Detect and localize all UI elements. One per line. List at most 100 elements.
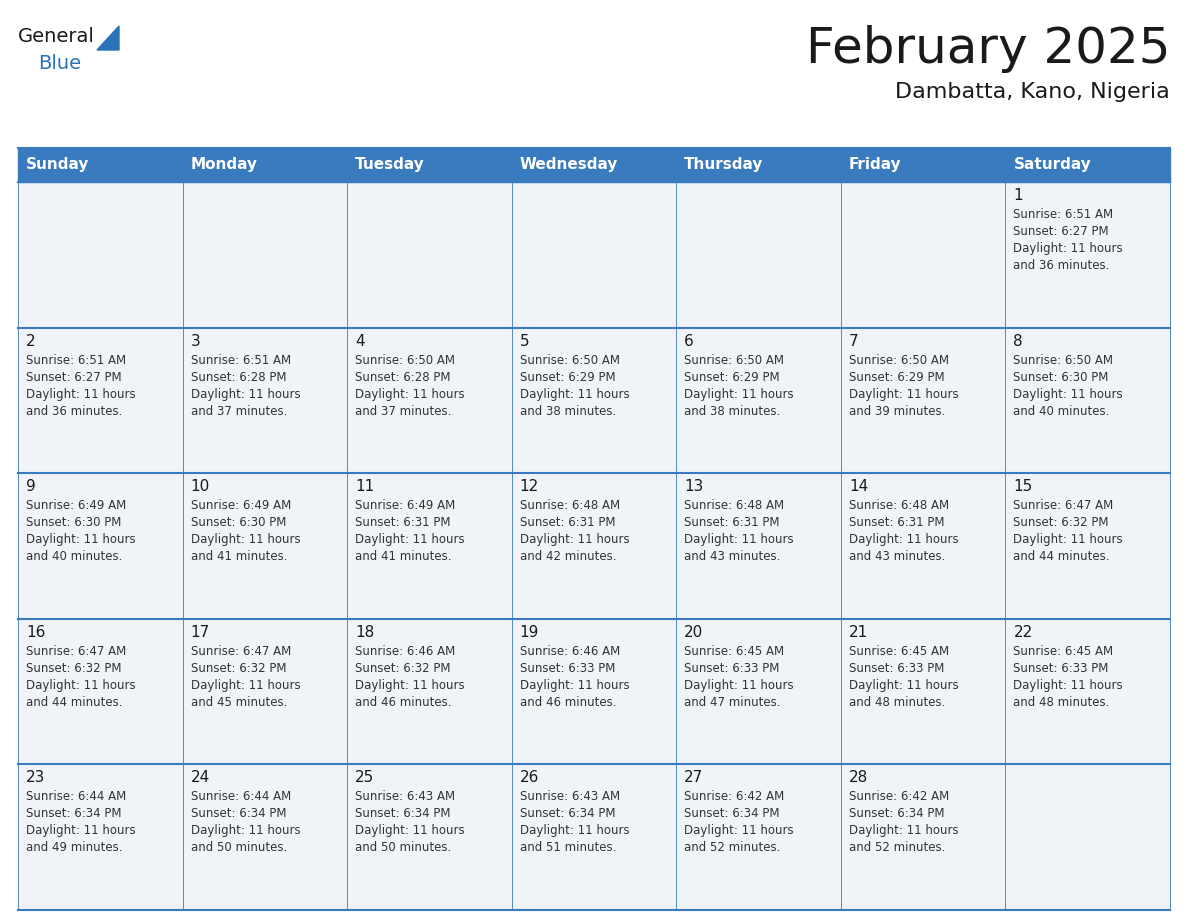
Bar: [676, 765, 841, 910]
Bar: [18, 473, 183, 619]
Text: Daylight: 11 hours: Daylight: 11 hours: [26, 678, 135, 692]
Text: 28: 28: [849, 770, 868, 786]
Bar: [347, 619, 512, 765]
Text: 20: 20: [684, 625, 703, 640]
Bar: [183, 182, 347, 328]
Text: and 39 minutes.: and 39 minutes.: [849, 405, 946, 418]
Text: General: General: [18, 27, 95, 46]
Bar: [512, 473, 676, 619]
Text: Daylight: 11 hours: Daylight: 11 hours: [519, 387, 630, 400]
Bar: [512, 765, 676, 910]
Text: Daylight: 11 hours: Daylight: 11 hours: [519, 824, 630, 837]
Text: Sunrise: 6:43 AM: Sunrise: 6:43 AM: [355, 790, 455, 803]
Bar: [841, 328, 1005, 473]
Text: Sunset: 6:34 PM: Sunset: 6:34 PM: [519, 808, 615, 821]
Bar: [347, 765, 512, 910]
Text: and 36 minutes.: and 36 minutes.: [26, 405, 122, 418]
Text: Sunset: 6:28 PM: Sunset: 6:28 PM: [355, 371, 450, 384]
Text: 17: 17: [190, 625, 210, 640]
Bar: [841, 765, 1005, 910]
Bar: [18, 182, 183, 328]
Bar: [347, 328, 512, 473]
Text: Daylight: 11 hours: Daylight: 11 hours: [684, 533, 794, 546]
Text: Sunrise: 6:50 AM: Sunrise: 6:50 AM: [1013, 353, 1113, 366]
Text: Daylight: 11 hours: Daylight: 11 hours: [519, 678, 630, 692]
Text: Daylight: 11 hours: Daylight: 11 hours: [519, 533, 630, 546]
Text: Sunrise: 6:43 AM: Sunrise: 6:43 AM: [519, 790, 620, 803]
Text: Sunrise: 6:49 AM: Sunrise: 6:49 AM: [190, 499, 291, 512]
Text: Daylight: 11 hours: Daylight: 11 hours: [190, 533, 301, 546]
Text: 10: 10: [190, 479, 210, 494]
Bar: [676, 328, 841, 473]
Text: Sunset: 6:30 PM: Sunset: 6:30 PM: [26, 516, 121, 529]
Text: Daylight: 11 hours: Daylight: 11 hours: [684, 824, 794, 837]
Text: and 43 minutes.: and 43 minutes.: [684, 550, 781, 564]
Text: Sunset: 6:33 PM: Sunset: 6:33 PM: [1013, 662, 1108, 675]
Text: Sunrise: 6:50 AM: Sunrise: 6:50 AM: [355, 353, 455, 366]
Text: 7: 7: [849, 333, 859, 349]
Bar: [347, 473, 512, 619]
Text: Sunset: 6:30 PM: Sunset: 6:30 PM: [190, 516, 286, 529]
Text: Sunset: 6:31 PM: Sunset: 6:31 PM: [355, 516, 450, 529]
Text: and 50 minutes.: and 50 minutes.: [355, 842, 451, 855]
Text: and 45 minutes.: and 45 minutes.: [190, 696, 287, 709]
Text: Daylight: 11 hours: Daylight: 11 hours: [26, 387, 135, 400]
Text: Dambatta, Kano, Nigeria: Dambatta, Kano, Nigeria: [896, 82, 1170, 102]
Text: Sunset: 6:34 PM: Sunset: 6:34 PM: [26, 808, 121, 821]
Text: Sunrise: 6:46 AM: Sunrise: 6:46 AM: [355, 644, 455, 658]
Text: Sunrise: 6:47 AM: Sunrise: 6:47 AM: [190, 644, 291, 658]
Text: 12: 12: [519, 479, 539, 494]
Bar: [183, 619, 347, 765]
Bar: [183, 765, 347, 910]
Text: and 50 minutes.: and 50 minutes.: [190, 842, 286, 855]
Text: Daylight: 11 hours: Daylight: 11 hours: [355, 533, 465, 546]
Text: Sunset: 6:33 PM: Sunset: 6:33 PM: [519, 662, 615, 675]
Bar: [841, 182, 1005, 328]
Text: Friday: Friday: [849, 158, 902, 173]
Text: Sunrise: 6:51 AM: Sunrise: 6:51 AM: [1013, 208, 1113, 221]
Text: Sunset: 6:31 PM: Sunset: 6:31 PM: [684, 516, 779, 529]
Text: Sunrise: 6:44 AM: Sunrise: 6:44 AM: [26, 790, 126, 803]
Text: Daylight: 11 hours: Daylight: 11 hours: [849, 678, 959, 692]
Text: Daylight: 11 hours: Daylight: 11 hours: [355, 387, 465, 400]
Text: Sunset: 6:32 PM: Sunset: 6:32 PM: [355, 662, 450, 675]
Text: 24: 24: [190, 770, 210, 786]
Text: Sunrise: 6:42 AM: Sunrise: 6:42 AM: [684, 790, 784, 803]
Text: Daylight: 11 hours: Daylight: 11 hours: [1013, 678, 1123, 692]
Text: and 47 minutes.: and 47 minutes.: [684, 696, 781, 709]
Text: Daylight: 11 hours: Daylight: 11 hours: [26, 533, 135, 546]
Text: Wednesday: Wednesday: [519, 158, 618, 173]
Text: Sunset: 6:34 PM: Sunset: 6:34 PM: [190, 808, 286, 821]
Text: Sunset: 6:31 PM: Sunset: 6:31 PM: [849, 516, 944, 529]
Text: Sunset: 6:29 PM: Sunset: 6:29 PM: [684, 371, 779, 384]
Text: 11: 11: [355, 479, 374, 494]
Bar: [183, 473, 347, 619]
Text: Sunrise: 6:48 AM: Sunrise: 6:48 AM: [519, 499, 620, 512]
Text: 13: 13: [684, 479, 703, 494]
Text: Sunset: 6:30 PM: Sunset: 6:30 PM: [1013, 371, 1108, 384]
Text: and 46 minutes.: and 46 minutes.: [519, 696, 617, 709]
Text: and 37 minutes.: and 37 minutes.: [355, 405, 451, 418]
Text: and 48 minutes.: and 48 minutes.: [849, 696, 946, 709]
Text: Sunrise: 6:42 AM: Sunrise: 6:42 AM: [849, 790, 949, 803]
Polygon shape: [97, 26, 119, 50]
Text: Sunset: 6:29 PM: Sunset: 6:29 PM: [519, 371, 615, 384]
Text: Daylight: 11 hours: Daylight: 11 hours: [190, 824, 301, 837]
Bar: [676, 473, 841, 619]
Text: 9: 9: [26, 479, 36, 494]
Bar: [18, 148, 1170, 182]
Text: Sunrise: 6:51 AM: Sunrise: 6:51 AM: [190, 353, 291, 366]
Text: Daylight: 11 hours: Daylight: 11 hours: [1013, 242, 1123, 255]
Text: 19: 19: [519, 625, 539, 640]
Text: and 38 minutes.: and 38 minutes.: [519, 405, 615, 418]
Text: Daylight: 11 hours: Daylight: 11 hours: [26, 824, 135, 837]
Text: Sunset: 6:27 PM: Sunset: 6:27 PM: [1013, 225, 1110, 238]
Text: Daylight: 11 hours: Daylight: 11 hours: [684, 678, 794, 692]
Text: and 44 minutes.: and 44 minutes.: [26, 696, 122, 709]
Bar: [1005, 182, 1170, 328]
Text: Sunrise: 6:45 AM: Sunrise: 6:45 AM: [1013, 644, 1113, 658]
Text: Sunrise: 6:47 AM: Sunrise: 6:47 AM: [1013, 499, 1113, 512]
Text: Sunrise: 6:50 AM: Sunrise: 6:50 AM: [519, 353, 620, 366]
Text: Monday: Monday: [190, 158, 258, 173]
Text: Sunrise: 6:45 AM: Sunrise: 6:45 AM: [684, 644, 784, 658]
